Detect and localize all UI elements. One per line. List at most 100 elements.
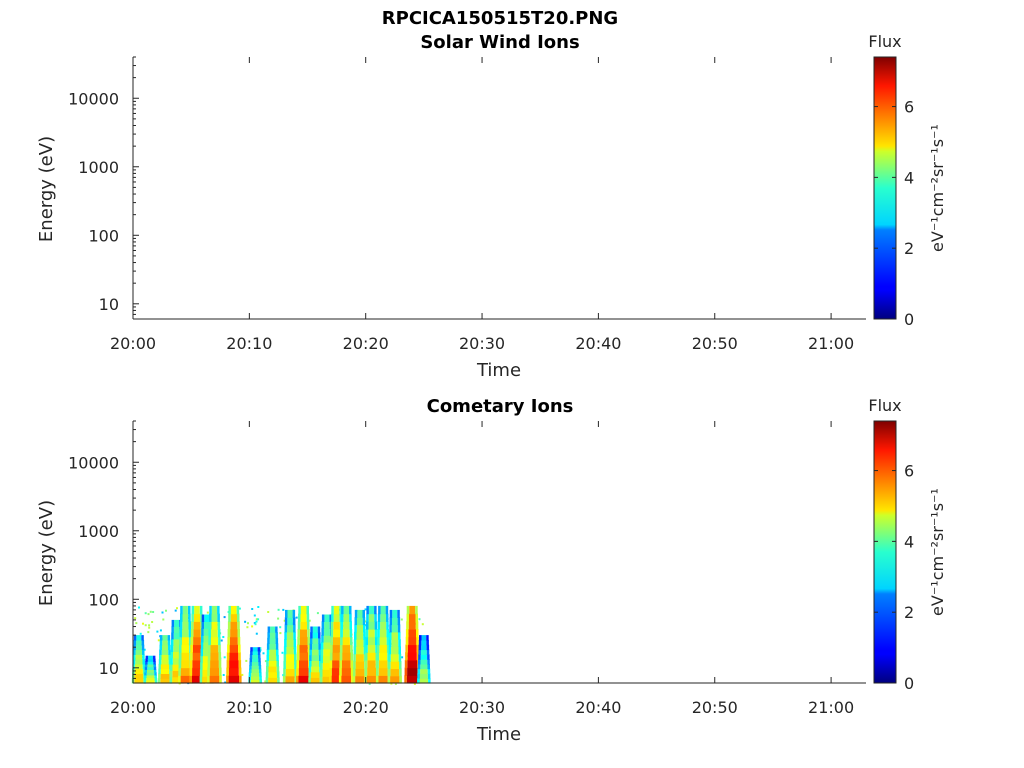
x-tick-label: 20:50 (692, 334, 738, 353)
flux-pixel (364, 620, 367, 623)
flux-pixel (156, 630, 159, 633)
flux-burst (131, 635, 146, 684)
flux-pixel (222, 636, 225, 638)
flux-burst (308, 626, 323, 684)
colorbar-title: Flux (868, 396, 901, 415)
flux-pixel (148, 626, 151, 629)
flux-pixel (144, 624, 147, 627)
plot-area (133, 57, 866, 319)
flux-pixel (220, 639, 223, 642)
x-tick-label: 20:40 (575, 334, 621, 353)
flux-burst (375, 605, 391, 684)
colorbar-unit: eV⁻¹cm⁻²sr⁻¹s⁻¹ (928, 124, 947, 252)
x-tick-label: 21:00 (808, 334, 854, 353)
x-tick-label: 20:40 (575, 698, 621, 717)
flux-pixel (165, 609, 167, 612)
colorbar-unit: eV⁻¹cm⁻²sr⁻¹s⁻¹ (928, 488, 947, 616)
flux-pixel (138, 606, 140, 609)
y-tick-label: 10000 (68, 453, 119, 472)
flux-pixel (316, 612, 319, 615)
flux-burst (352, 609, 368, 684)
flux-pixel (253, 614, 256, 617)
flux-pixel (149, 610, 152, 613)
flux-pixel (174, 609, 177, 612)
colorbar-tick-label: 4 (904, 532, 914, 551)
flux-pixel (308, 619, 311, 622)
flux-pixel (264, 680, 267, 683)
flux-burst (387, 609, 402, 684)
flux-pixel (244, 620, 247, 623)
flux-pixel (238, 607, 241, 610)
flux-pixel (283, 619, 286, 622)
panel-cometary-ions: Cometary Ions 20:00 20:10 20:20 20:30 20:40 2… (36, 396, 947, 745)
panel-solar-wind-ions: Solar Wind Ions 20:00 20:10 20:20 20:30 20:4… (36, 32, 947, 381)
panel-title: Cometary Ions (427, 396, 574, 417)
flux-pixel (147, 613, 150, 616)
y-axis-label: Energy (eV) (36, 136, 57, 242)
y-tick-label: 100 (88, 226, 119, 245)
x-tick-label: 20:20 (343, 698, 389, 717)
x-axis-label: Time (476, 360, 521, 381)
flux-pixel (277, 608, 280, 611)
flux-burst (404, 605, 421, 684)
flux-pixel (206, 611, 209, 614)
colorbar-tick-label: 2 (904, 603, 914, 622)
flux-pixel (421, 623, 424, 626)
colorbar (873, 420, 897, 684)
flux-pixel (247, 622, 249, 625)
flux-pixel (282, 608, 285, 611)
flux-pixel (159, 629, 162, 632)
x-tick-label: 21:00 (808, 698, 854, 717)
flux-pixel (281, 651, 284, 654)
x-tick-label: 20:10 (226, 698, 272, 717)
flux-pixel (253, 622, 256, 624)
colorbar-tick-label: 2 (904, 239, 914, 258)
y-tick-label: 1000 (78, 522, 119, 541)
flux-pixel (223, 616, 226, 619)
flux-pixel (277, 617, 280, 620)
colorbar-tick-label: 6 (904, 462, 914, 481)
flux-pixel (139, 632, 142, 635)
flux-burst (207, 605, 222, 684)
flux-pixel (259, 647, 262, 650)
colorbar (873, 56, 897, 320)
flux-pixel (400, 618, 403, 621)
flux-pixel (246, 626, 249, 629)
flux-pixel (151, 621, 154, 623)
colorbar-title: Flux (868, 32, 901, 51)
flux-pixel (257, 618, 260, 621)
flux-pixel (148, 624, 151, 627)
colorbar-tick-label: 4 (904, 168, 914, 187)
flux-pixel (147, 631, 150, 634)
colorbar-tick-label: 6 (904, 98, 914, 117)
flux-pixel (259, 649, 262, 652)
flux-pixel (267, 611, 270, 613)
x-tick-label: 20:00 (110, 698, 156, 717)
flux-pixel (257, 606, 260, 608)
y-tick-label: 100 (88, 590, 119, 609)
flux-pixel (364, 608, 367, 611)
flux-pixel (245, 659, 248, 662)
x-axis-label: Time (476, 724, 521, 745)
flux-burst (226, 605, 242, 684)
colorbar-tick-label: 0 (904, 310, 914, 329)
flux-pixel (255, 632, 258, 635)
x-tick-label: 20:30 (459, 334, 505, 353)
flux-pixel (152, 611, 155, 613)
flux-pixel (176, 607, 178, 610)
plot-area (133, 421, 866, 683)
flux-burst (417, 635, 431, 684)
flux-burst (282, 609, 298, 684)
x-tick-label: 20:20 (343, 334, 389, 353)
flux-pixel (251, 625, 254, 628)
x-tick-label: 20:00 (110, 334, 156, 353)
flux-pixel (279, 632, 282, 635)
y-tick-label: 10 (99, 659, 119, 678)
flux-pixel (161, 611, 164, 614)
flux-pixel (264, 660, 267, 663)
flux-pixel (157, 639, 160, 642)
y-tick-label: 1000 (78, 158, 119, 177)
flux-pixel (143, 648, 146, 651)
flux-pixel (144, 612, 147, 615)
